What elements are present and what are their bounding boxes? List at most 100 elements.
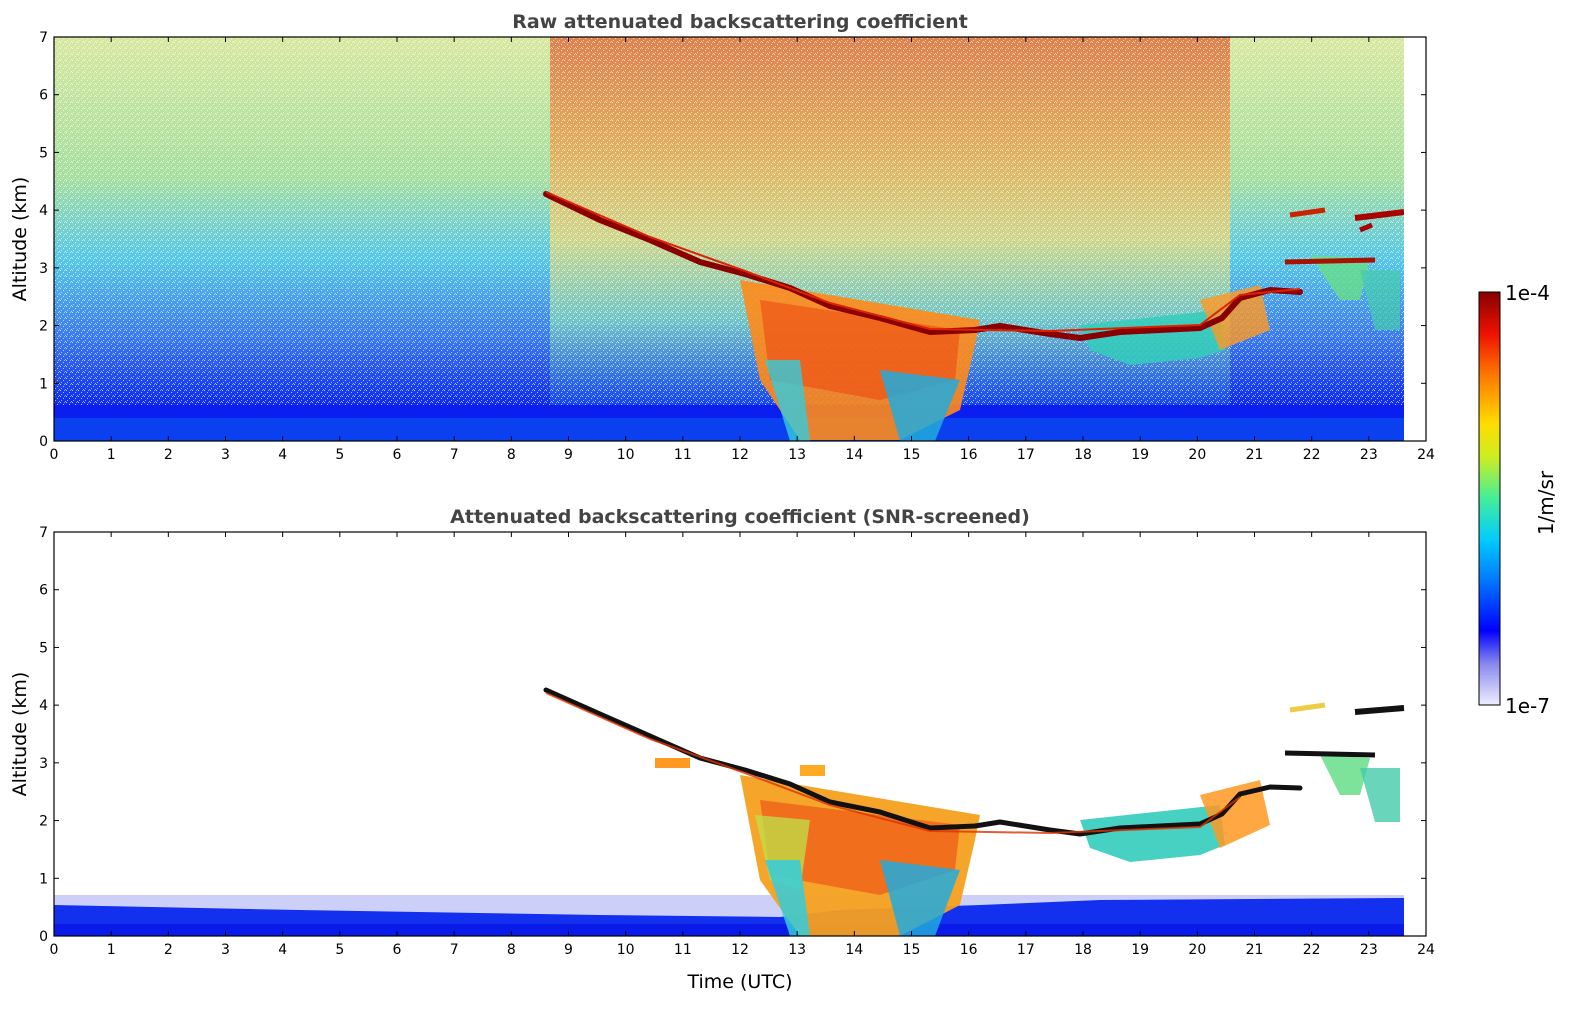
screened-background [54, 532, 1426, 936]
colorbar: 1e-4 1e-7 1/m/sr [1478, 281, 1558, 718]
raw-virga-22 [1310, 255, 1370, 300]
screened-y-tick-label: 6 [39, 583, 48, 599]
raw-x-tick-label: 18 [1074, 447, 1092, 463]
screened-virga-20 [1200, 780, 1270, 848]
raw-x-tick-label: 0 [50, 447, 59, 463]
raw-x-tick-label: 22 [1303, 447, 1321, 463]
raw-y-tick-label: 2 [39, 319, 48, 335]
screened-x-tick-label: 2 [164, 942, 173, 958]
screened-streak-13 [765, 860, 810, 936]
screened-patch-13 [800, 765, 825, 776]
screened-x-axis: 0 1 2 3 4 5 6 7 8 9 10 11 12 13 14 15 16 17 18 19 20 21 22 23 24 [50, 532, 1435, 958]
raw-x-axis: 0 1 2 3 4 5 6 7 8 9 10 11 12 13 14 15 16 17 18 19 20 21 22 23 24 [50, 37, 1435, 463]
raw-x-tick-label: 12 [731, 447, 749, 463]
raw-virga-19 [1080, 310, 1225, 365]
screened-x-tick-label: 4 [278, 942, 287, 958]
raw-x-tick-label: 15 [903, 447, 921, 463]
raw-y-tick-label: 7 [39, 30, 48, 46]
screened-virga-19 [1080, 805, 1225, 862]
screened-x-tick-label: 3 [221, 942, 230, 958]
raw-upper-layer-b [1284, 257, 1376, 265]
raw-y-tick-label: 3 [39, 261, 48, 277]
raw-y-tick-label: 0 [39, 434, 48, 450]
screened-x-tick-label: 5 [335, 942, 344, 958]
raw-x-tick-label: 8 [507, 447, 516, 463]
raw-x-tick-label: 20 [1188, 447, 1206, 463]
raw-x-tick-label: 2 [164, 447, 173, 463]
raw-upper-layer-a [1289, 207, 1326, 218]
raw-backscatter-panel: Raw attenuated backscattering coefficien… [9, 11, 1435, 463]
screened-y-tick-label: 3 [39, 756, 48, 772]
colorbar-min-label: 1e-7 [1505, 694, 1550, 718]
screened-upper-layer-c [1354, 705, 1405, 715]
screened-y-tick-label: 2 [39, 814, 48, 830]
raw-backscatter-heatmap [54, 37, 1426, 441]
raw-cloud-layer [543, 191, 1303, 341]
screened-virga-22 [1320, 755, 1370, 795]
screened-x-tick-label: 18 [1074, 942, 1092, 958]
screened-x-tick-label: 19 [1131, 942, 1149, 958]
screened-x-tick-label: 8 [507, 942, 516, 958]
raw-y-axis-label: Altitude (km) [9, 177, 31, 302]
raw-upper-layer-d [1359, 222, 1373, 233]
raw-x-tick-label: 23 [1360, 447, 1378, 463]
colorbar-max-label: 1e-4 [1505, 281, 1550, 305]
screened-x-tick-label: 9 [564, 942, 573, 958]
raw-x-tick-label: 17 [1017, 447, 1035, 463]
raw-no-data-strip [1404, 37, 1426, 441]
screened-upper-layer-a [1289, 702, 1326, 713]
raw-cloud-layer-edge [545, 191, 1301, 333]
raw-x-tick-label: 4 [278, 447, 287, 463]
screened-x-tick-label: 11 [674, 942, 692, 958]
screened-x-tick-label: 6 [393, 942, 402, 958]
raw-x-tick-label: 7 [450, 447, 459, 463]
screened-y-tick-label: 5 [39, 640, 48, 656]
screened-x-tick-label: 1 [107, 942, 116, 958]
screened-y-tick-label: 0 [39, 929, 48, 945]
screened-virga-23 [1360, 768, 1400, 822]
raw-x-tick-label: 10 [617, 447, 635, 463]
raw-boundary-layer-core [54, 418, 1406, 441]
raw-streak-15 [880, 370, 960, 441]
raw-virga-23 [1360, 270, 1400, 330]
raw-x-tick-label: 11 [674, 447, 692, 463]
raw-x-tick-label: 9 [564, 447, 573, 463]
screened-x-tick-label: 12 [731, 942, 749, 958]
screened-cloud-layer-edge [545, 692, 1241, 835]
raw-x-tick-label: 16 [960, 447, 978, 463]
raw-x-tick-label: 21 [1246, 447, 1264, 463]
screened-panel-title: Attenuated backscattering coefficient (S… [450, 506, 1030, 528]
raw-y-tick-label: 4 [39, 203, 48, 219]
screened-streak-15 [880, 860, 960, 936]
screened-x-tick-label: 20 [1188, 942, 1206, 958]
screened-y-axis: 0 1 2 3 4 5 6 7 [39, 525, 1426, 945]
screened-x-tick-label: 23 [1360, 942, 1378, 958]
screened-patch-11 [655, 758, 690, 768]
raw-y-tick-label: 6 [39, 88, 48, 104]
screened-y-tick-label: 7 [39, 525, 48, 541]
raw-x-tick-label: 3 [221, 447, 230, 463]
raw-x-tick-label: 13 [788, 447, 806, 463]
screened-x-tick-label: 14 [845, 942, 863, 958]
screened-x-tick-label: 24 [1417, 942, 1435, 958]
raw-y-tick-label: 1 [39, 376, 48, 392]
screened-x-tick-label: 16 [960, 942, 978, 958]
screened-x-tick-label: 7 [450, 942, 459, 958]
colorbar-unit-label: 1/m/sr [1534, 470, 1558, 535]
screened-upper-layer-b [1284, 750, 1376, 758]
x-axis-label: Time (UTC) [686, 971, 792, 993]
screened-x-tick-label: 10 [617, 942, 635, 958]
colorbar-scale [1478, 291, 1501, 706]
screened-y-axis-label: Altitude (km) [9, 672, 31, 797]
screened-backscatter-panel: Attenuated backscattering coefficient (S… [9, 506, 1435, 993]
screened-y-tick-label: 1 [39, 871, 48, 887]
screened-boundary-layer-core [54, 924, 1404, 936]
raw-x-tick-label: 1 [107, 447, 116, 463]
raw-x-tick-label: 19 [1131, 447, 1149, 463]
screened-x-tick-label: 15 [903, 942, 921, 958]
raw-y-axis: 0 1 2 3 4 5 6 7 [39, 30, 1426, 450]
raw-x-tick-label: 24 [1417, 447, 1435, 463]
raw-x-tick-label: 6 [393, 447, 402, 463]
raw-y-tick-label: 5 [39, 145, 48, 161]
